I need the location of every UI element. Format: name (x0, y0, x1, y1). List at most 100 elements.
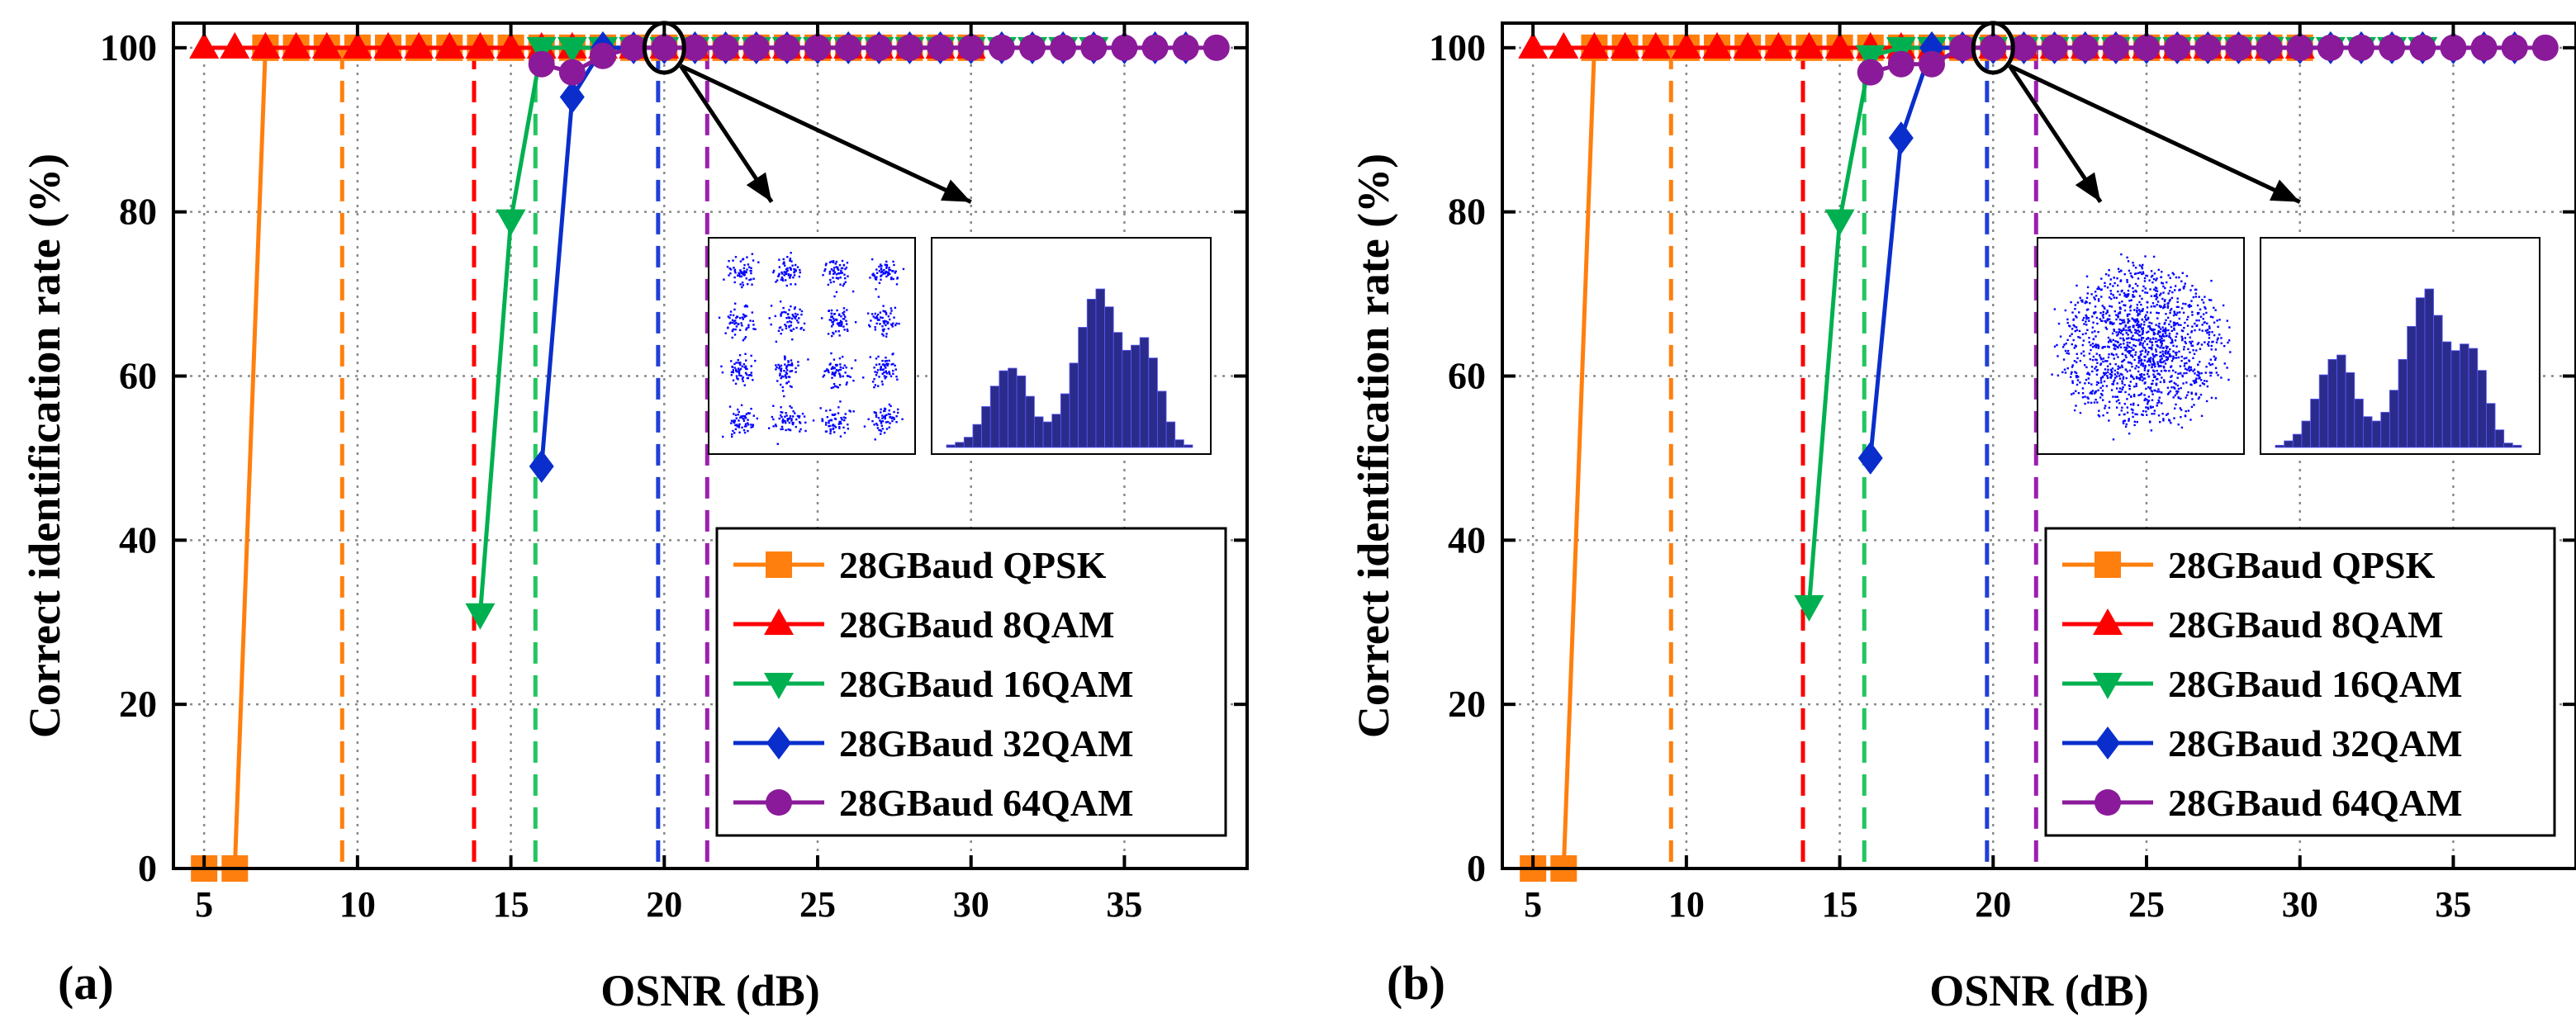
scatter-dot (2166, 347, 2168, 350)
scatter-dot (2112, 338, 2114, 342)
scatter-dot (2133, 358, 2136, 362)
scatter-dot (799, 271, 801, 274)
scatter-dot (2150, 276, 2153, 278)
scatter-dot (772, 271, 775, 274)
scatter-dot (2177, 387, 2180, 390)
scatter-dot (893, 417, 895, 419)
scatter-dot (2204, 372, 2207, 374)
scatter-dot (2087, 317, 2090, 319)
y-tick-label: 80 (119, 191, 157, 233)
scatter-dot (2193, 404, 2195, 406)
scatter-dot (2180, 409, 2183, 411)
scatter-dot (839, 420, 842, 424)
scatter-dot (742, 363, 746, 366)
scatter-dot (801, 412, 804, 415)
scatter-dot (881, 363, 885, 366)
scatter-dot (738, 354, 742, 357)
scatter-dot (790, 362, 794, 365)
histogram-bar (1112, 332, 1123, 448)
scatter-dot (2182, 311, 2185, 315)
scatter-dot (839, 324, 842, 327)
scatter-dot (747, 374, 750, 376)
scatter-dot (742, 428, 746, 432)
scatter-dot (781, 277, 784, 281)
scatter-dot (2099, 363, 2102, 366)
scatter-dot (838, 422, 841, 424)
scatter-dot (2108, 268, 2110, 272)
scatter-dot (737, 358, 739, 362)
scatter-dot (2147, 408, 2150, 410)
scatter-dot (2209, 315, 2213, 318)
data-point (281, 31, 311, 59)
scatter-dot (2106, 371, 2109, 374)
scatter-dot (790, 359, 793, 362)
scatter-dot (2147, 337, 2150, 339)
scatter-dot (2111, 367, 2114, 370)
scatter-dot (2198, 372, 2200, 374)
scatter-dot (885, 421, 888, 424)
scatter-dot (2128, 419, 2130, 422)
scatter-dot (2193, 368, 2196, 371)
scatter-dot (740, 271, 742, 273)
scatter-dot (888, 268, 890, 272)
scatter-dot (2163, 335, 2166, 338)
scatter-dot (733, 308, 736, 311)
x-tick-label: 10 (339, 884, 376, 925)
scatter-dot (2129, 309, 2132, 312)
scatter-dot (732, 371, 734, 374)
scatter-dot (2125, 356, 2128, 359)
scatter-dot (2068, 324, 2071, 327)
scatter-dot (2149, 311, 2152, 314)
scatter-dot (2115, 331, 2118, 334)
histogram-bar (2450, 350, 2460, 448)
scatter-dot (846, 381, 848, 384)
scatter-dot (2191, 340, 2194, 343)
scatter-dot (734, 302, 737, 305)
scatter-dot (2106, 345, 2109, 348)
histogram-bar (955, 442, 965, 448)
scatter-dot (2202, 318, 2204, 320)
scatter-dot (2142, 329, 2144, 332)
scatter-dot (2113, 369, 2117, 372)
scatter-dot (2087, 377, 2090, 380)
scatter-dot (2159, 359, 2161, 362)
scatter-dot (829, 319, 833, 321)
scatter-dot (789, 414, 792, 418)
scatter-dot (2216, 319, 2218, 322)
scatter-dot (2147, 360, 2150, 362)
scatter-dot (2130, 395, 2132, 398)
scatter-dot (2104, 372, 2107, 376)
x-tick-label: 30 (2282, 884, 2318, 925)
scatter-dot (2204, 380, 2206, 382)
scatter-dot (837, 323, 840, 326)
scatter-dot (892, 362, 894, 366)
scatter-dot (2158, 364, 2161, 367)
scatter-dot (893, 263, 895, 267)
scatter-dot (2084, 382, 2086, 385)
x-tick-label: 35 (1106, 884, 1142, 925)
data-point (2194, 34, 2222, 61)
scatter-dot (883, 432, 886, 434)
scatter-dot (741, 324, 743, 327)
scatter-dot (789, 320, 791, 323)
scatter-dot (2165, 345, 2168, 348)
scatter-dot (718, 316, 721, 319)
scatter-dot (2207, 343, 2209, 346)
scatter-dot (841, 419, 843, 421)
scatter-dot (2135, 324, 2138, 327)
scatter-dot (845, 383, 848, 386)
scatter-dot (2088, 337, 2090, 339)
scatter-dot (2124, 354, 2127, 357)
scatter-dot (2099, 311, 2102, 315)
scatter-dot (2085, 314, 2087, 317)
scatter-dot (784, 422, 787, 424)
scatter-dot (887, 413, 890, 415)
scatter-dot (2121, 388, 2123, 390)
scatter-dot (790, 324, 793, 327)
scatter-dot (2122, 334, 2124, 336)
scatter-dot (2135, 382, 2137, 386)
scatter-dot (720, 365, 723, 368)
scatter-dot (2109, 278, 2113, 281)
